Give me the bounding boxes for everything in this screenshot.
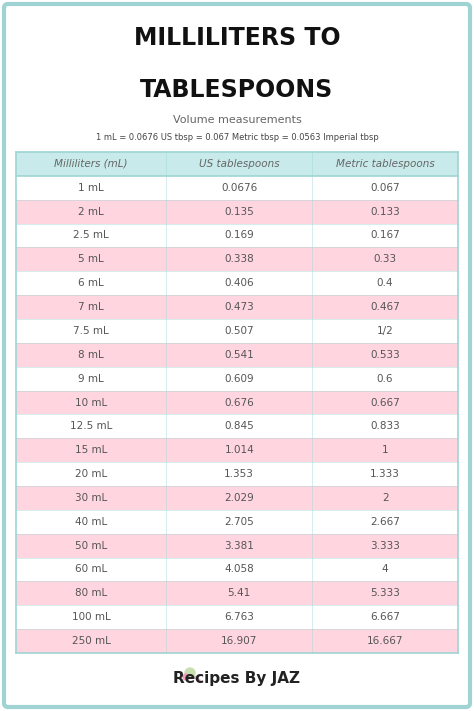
- Text: 5.41: 5.41: [228, 589, 251, 599]
- Text: 16.907: 16.907: [221, 636, 257, 646]
- Text: MILLILITERS TO: MILLILITERS TO: [134, 26, 340, 50]
- Text: 40 mL: 40 mL: [75, 517, 107, 527]
- Text: 60 mL: 60 mL: [75, 565, 107, 574]
- Text: 80 mL: 80 mL: [75, 589, 107, 599]
- Text: Metric tablespoons: Metric tablespoons: [336, 159, 435, 169]
- Text: 0.0676: 0.0676: [221, 183, 257, 193]
- Text: 16.667: 16.667: [367, 636, 403, 646]
- Text: 0.833: 0.833: [370, 422, 400, 432]
- Text: 100 mL: 100 mL: [72, 612, 110, 622]
- Bar: [16, 557, 458, 582]
- Text: 3.381: 3.381: [224, 540, 254, 550]
- Bar: [16, 176, 458, 200]
- Text: 4: 4: [382, 565, 388, 574]
- Bar: [16, 319, 458, 343]
- Text: 50 mL: 50 mL: [75, 540, 107, 550]
- Text: 1.353: 1.353: [224, 469, 254, 479]
- Text: 2: 2: [382, 493, 388, 503]
- Text: 5 mL: 5 mL: [78, 255, 104, 264]
- Bar: [16, 367, 458, 390]
- Text: 0.067: 0.067: [370, 183, 400, 193]
- Circle shape: [185, 668, 195, 678]
- Text: 1 mL: 1 mL: [78, 183, 104, 193]
- Text: 0.167: 0.167: [370, 230, 400, 240]
- Bar: [16, 462, 458, 486]
- Text: 0.533: 0.533: [370, 350, 400, 360]
- Text: 6.763: 6.763: [224, 612, 254, 622]
- Text: 30 mL: 30 mL: [75, 493, 107, 503]
- Text: 7 mL: 7 mL: [78, 302, 104, 312]
- FancyBboxPatch shape: [4, 4, 470, 707]
- Bar: [16, 605, 458, 629]
- Text: 6 mL: 6 mL: [78, 278, 104, 288]
- Text: 0.6: 0.6: [377, 374, 393, 384]
- Text: Volume measurements: Volume measurements: [173, 115, 301, 125]
- Text: 9 mL: 9 mL: [78, 374, 104, 384]
- Bar: [16, 486, 458, 510]
- Bar: [16, 272, 458, 295]
- Text: 0.169: 0.169: [224, 230, 254, 240]
- Text: 3.333: 3.333: [370, 540, 400, 550]
- Text: Milliliters (mL): Milliliters (mL): [55, 159, 128, 169]
- Text: 1.014: 1.014: [224, 445, 254, 455]
- Text: 12.5 mL: 12.5 mL: [70, 422, 112, 432]
- Text: 0.133: 0.133: [370, 207, 400, 217]
- Text: Recipes By JAZ: Recipes By JAZ: [173, 671, 301, 687]
- Text: 0.845: 0.845: [224, 422, 254, 432]
- Text: 2 mL: 2 mL: [78, 207, 104, 217]
- Text: 0.676: 0.676: [224, 397, 254, 407]
- Text: 1 mL = 0.0676 US tbsp = 0.067 Metric tbsp = 0.0563 Imperial tbsp: 1 mL = 0.0676 US tbsp = 0.067 Metric tbs…: [96, 134, 378, 142]
- Bar: [16, 510, 458, 534]
- Text: US tablespoons: US tablespoons: [199, 159, 280, 169]
- Text: 2.667: 2.667: [370, 517, 400, 527]
- Bar: [16, 390, 458, 415]
- Text: 0.338: 0.338: [224, 255, 254, 264]
- Text: 2.029: 2.029: [224, 493, 254, 503]
- Text: 2.5 mL: 2.5 mL: [73, 230, 109, 240]
- Text: 20 mL: 20 mL: [75, 469, 107, 479]
- Text: 0.406: 0.406: [224, 278, 254, 288]
- Bar: [16, 534, 458, 557]
- Text: 1: 1: [382, 445, 388, 455]
- Text: 4.058: 4.058: [224, 565, 254, 574]
- Circle shape: [183, 674, 189, 680]
- Text: 0.507: 0.507: [224, 326, 254, 336]
- Text: 1/2: 1/2: [377, 326, 393, 336]
- Text: 0.609: 0.609: [224, 374, 254, 384]
- Text: 6.667: 6.667: [370, 612, 400, 622]
- Text: 0.541: 0.541: [224, 350, 254, 360]
- Bar: [16, 415, 458, 438]
- Text: 8 mL: 8 mL: [78, 350, 104, 360]
- Text: 0.4: 0.4: [377, 278, 393, 288]
- Bar: [16, 200, 458, 223]
- Text: 0.667: 0.667: [370, 397, 400, 407]
- Text: 0.135: 0.135: [224, 207, 254, 217]
- Bar: [16, 343, 458, 367]
- Text: 1.333: 1.333: [370, 469, 400, 479]
- Bar: [16, 629, 458, 653]
- Bar: [16, 582, 458, 605]
- Text: 250 mL: 250 mL: [72, 636, 110, 646]
- Bar: [16, 223, 458, 247]
- Text: 7.5 mL: 7.5 mL: [73, 326, 109, 336]
- Text: 0.33: 0.33: [374, 255, 397, 264]
- Text: 15 mL: 15 mL: [75, 445, 107, 455]
- Bar: [16, 295, 458, 319]
- Bar: [16, 152, 458, 176]
- Text: 5.333: 5.333: [370, 589, 400, 599]
- Text: TABLESPOONS: TABLESPOONS: [140, 78, 334, 102]
- Text: 0.467: 0.467: [370, 302, 400, 312]
- Bar: [16, 438, 458, 462]
- Text: 2.705: 2.705: [224, 517, 254, 527]
- Text: 10 mL: 10 mL: [75, 397, 107, 407]
- Text: 0.473: 0.473: [224, 302, 254, 312]
- Bar: [16, 247, 458, 272]
